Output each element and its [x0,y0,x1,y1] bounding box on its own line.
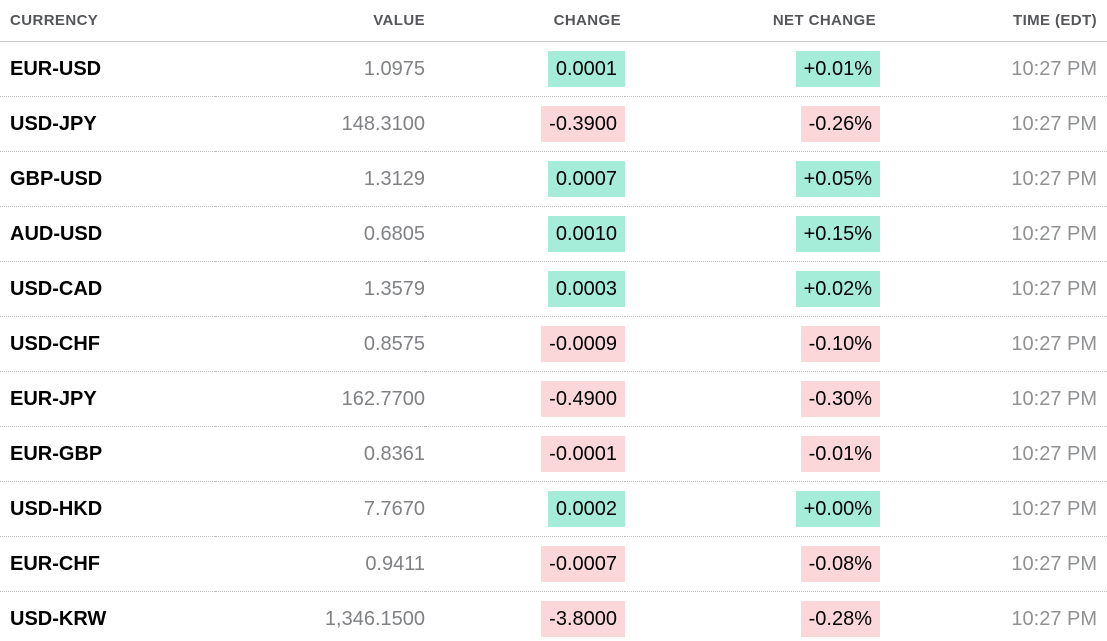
currency-pair-label: GBP-USD [10,167,103,190]
value-cell: 0.8575 [363,332,425,355]
time-cell: 10:27 PM [1011,277,1097,300]
time-cell: 10:27 PM [1011,497,1097,520]
change-badge: -3.8000 [541,601,625,637]
change-badge: 0.0010 [547,216,625,252]
net-change-badge: +0.02% [795,271,880,307]
table-row[interactable]: EUR-GBP 0.8361 -0.0001 -0.01% 10:27 PM [0,426,1107,482]
net-change-badge: -0.26% [800,106,880,142]
table-row[interactable]: EUR-CHF 0.9411 -0.0007 -0.08% 10:27 PM [0,536,1107,592]
table-row[interactable]: AUD-USD 0.6805 0.0010 +0.15% 10:27 PM [0,206,1107,262]
table-row[interactable]: USD-CHF 0.8575 -0.0009 -0.10% 10:27 PM [0,316,1107,372]
value-cell: 148.3100 [341,112,425,135]
net-change-badge: +0.01% [795,51,880,87]
column-header-time: TIME (EDT) [880,0,1107,42]
change-badge: 0.0003 [547,271,625,307]
change-badge: -0.0009 [541,326,625,362]
currency-pair-label: USD-CAD [10,277,103,300]
change-badge: -0.0007 [541,546,625,582]
column-header-net-change: NET CHANGE [625,0,880,42]
time-cell: 10:27 PM [1011,442,1097,465]
currency-pair-label: EUR-USD [10,57,102,80]
value-cell: 0.9411 [365,552,425,575]
change-badge: 0.0007 [547,161,625,197]
value-cell: 0.6805 [363,222,425,245]
time-cell: 10:27 PM [1011,552,1097,575]
time-cell: 10:27 PM [1011,387,1097,410]
change-badge: -0.0001 [541,436,625,472]
time-cell: 10:27 PM [1011,112,1097,135]
currency-pair-label: AUD-USD [10,222,103,245]
net-change-badge: -0.01% [800,436,880,472]
value-cell: 1.3129 [363,167,425,190]
currency-pair-label: EUR-CHF [10,552,100,575]
net-change-badge: -0.10% [800,326,880,362]
column-header-value: VALUE [215,0,425,42]
value-cell: 1.3579 [363,277,425,300]
column-header-currency: CURRENCY [0,0,215,42]
net-change-badge: -0.30% [800,381,880,417]
currency-pair-label: EUR-JPY [10,387,97,410]
net-change-badge: +0.05% [795,161,880,197]
change-badge: -0.3900 [541,106,625,142]
currency-pair-label: USD-KRW [10,607,107,630]
change-badge: -0.4900 [541,381,625,417]
time-cell: 10:27 PM [1011,57,1097,80]
table-row[interactable]: USD-HKD 7.7670 0.0002 +0.00% 10:27 PM [0,481,1107,537]
currency-pair-label: USD-JPY [10,112,97,135]
column-header-change: CHANGE [425,0,625,42]
table-row[interactable]: EUR-USD 1.0975 0.0001 +0.01% 10:27 PM [0,41,1107,97]
value-cell: 1.0975 [363,57,425,80]
time-cell: 10:27 PM [1011,167,1097,190]
value-cell: 162.7700 [341,387,425,410]
time-cell: 10:27 PM [1011,332,1097,355]
change-badge: 0.0002 [547,491,625,527]
net-change-badge: +0.15% [795,216,880,252]
table-row[interactable]: USD-CAD 1.3579 0.0003 +0.02% 10:27 PM [0,261,1107,317]
net-change-badge: -0.28% [800,601,880,637]
currency-pair-label: EUR-GBP [10,442,103,465]
time-cell: 10:27 PM [1011,607,1097,630]
table-row[interactable]: USD-JPY 148.3100 -0.3900 -0.26% 10:27 PM [0,96,1107,152]
table-row[interactable]: GBP-USD 1.3129 0.0007 +0.05% 10:27 PM [0,151,1107,207]
value-cell: 7.7670 [363,497,425,520]
value-cell: 1,346.1500 [324,607,425,630]
table-row[interactable]: USD-KRW 1,346.1500 -3.8000 -0.28% 10:27 … [0,591,1107,641]
value-cell: 0.8361 [363,442,425,465]
net-change-badge: +0.00% [795,491,880,527]
currency-pair-label: USD-CHF [10,332,100,355]
table-header-row: CURRENCY VALUE CHANGE NET CHANGE TIME (E… [0,0,1107,42]
net-change-badge: -0.08% [800,546,880,582]
change-badge: 0.0001 [547,51,625,87]
time-cell: 10:27 PM [1011,222,1097,245]
table-row[interactable]: EUR-JPY 162.7700 -0.4900 -0.30% 10:27 PM [0,371,1107,427]
currency-pair-label: USD-HKD [10,497,103,520]
